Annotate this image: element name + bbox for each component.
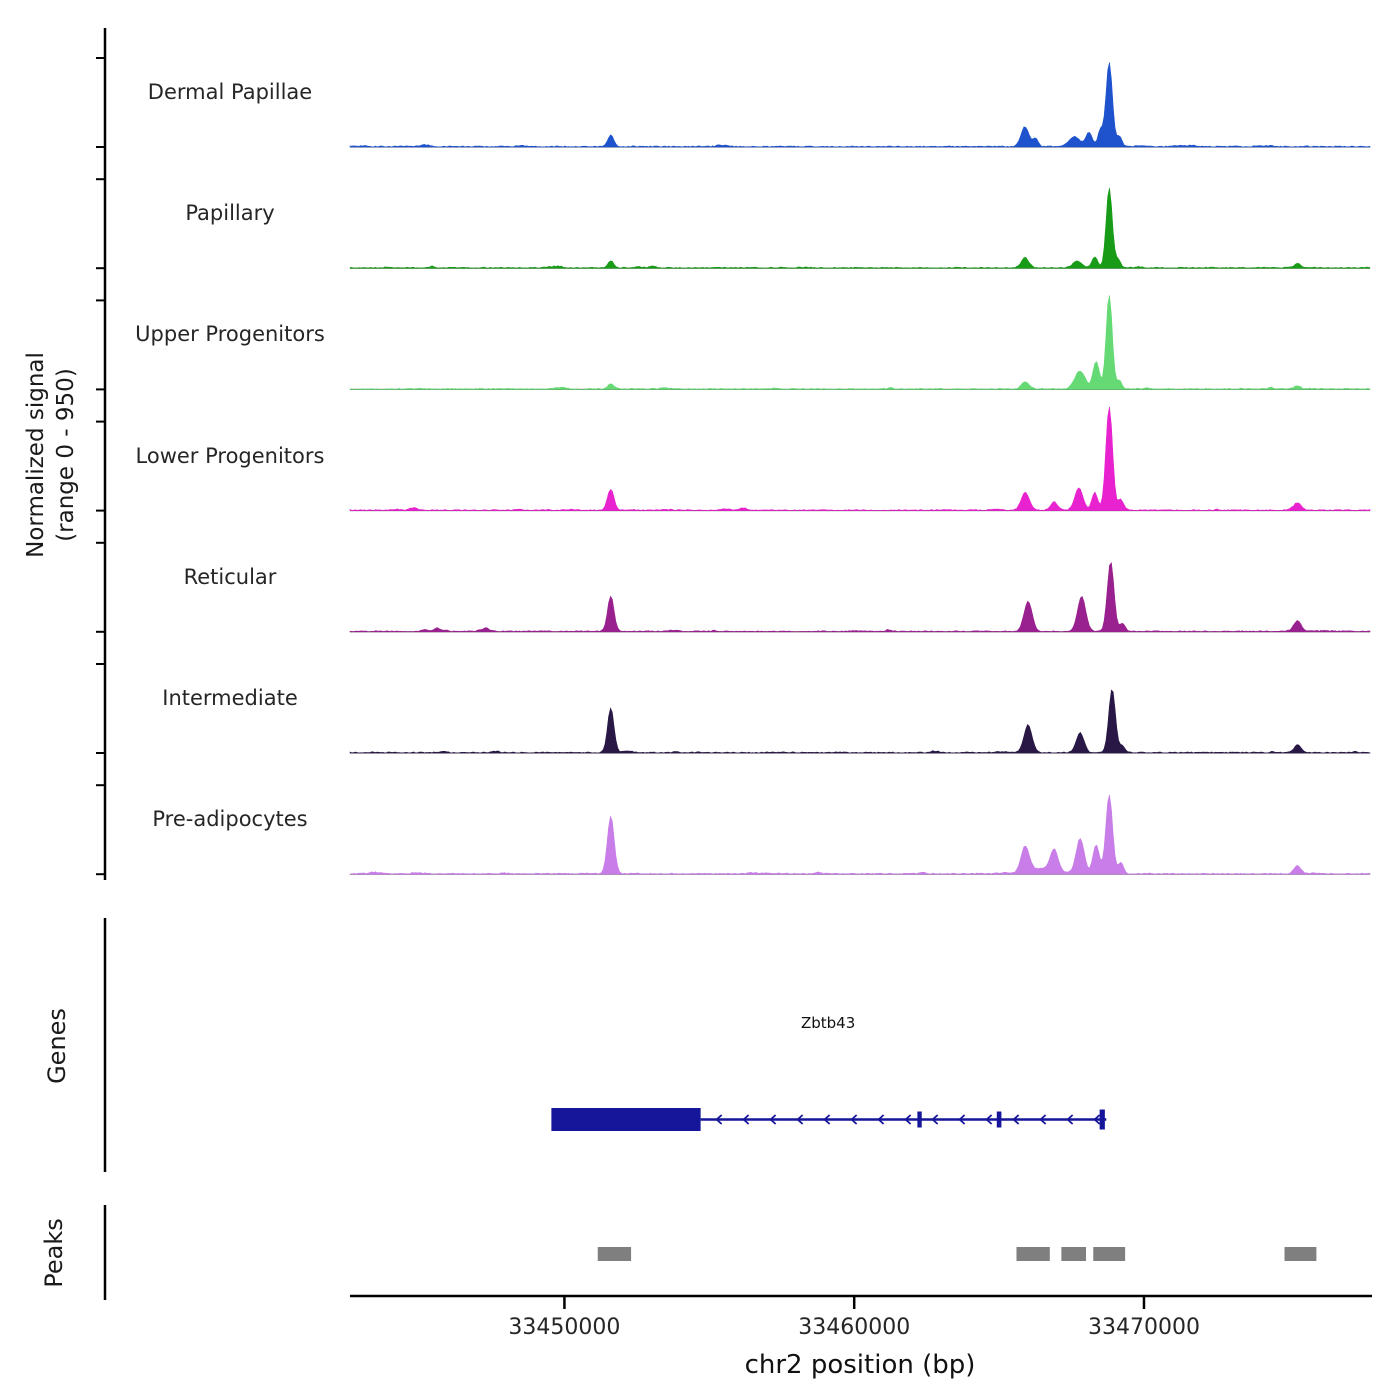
gene-thick-exon xyxy=(551,1108,701,1131)
peak-region xyxy=(1016,1247,1050,1261)
gene-strand-arrow xyxy=(769,1114,777,1125)
track-label-reticular: Reticular xyxy=(183,564,277,589)
signal-area-lower-progenitors xyxy=(349,406,1371,511)
gene-strand-arrow xyxy=(931,1114,939,1125)
track-label-papillary: Papillary xyxy=(185,201,275,226)
signal-area-dermal-papillae xyxy=(349,62,1371,148)
track-label-intermediate: Intermediate xyxy=(162,686,298,710)
gene-strand-arrow xyxy=(1012,1114,1020,1125)
gene-strand-arrow xyxy=(742,1114,750,1125)
gene-name-label: Zbtb43 xyxy=(800,1014,856,1032)
signal-area-intermediate xyxy=(349,689,1371,754)
gene-strand-arrow xyxy=(985,1114,993,1125)
track-label-upper-progenitors: Upper Progenitors xyxy=(135,322,325,347)
gene-strand-arrow xyxy=(796,1114,804,1125)
signal-area-upper-progenitors xyxy=(349,295,1371,390)
gene-strand-arrow xyxy=(850,1114,858,1125)
gene-strand-arrow xyxy=(1066,1114,1074,1125)
gene-inner-exon xyxy=(917,1111,922,1128)
track-label-dermal-papillae: Dermal Papillae xyxy=(147,80,313,104)
gene-end-exon xyxy=(1099,1109,1105,1130)
gene-strand-arrow xyxy=(904,1114,912,1125)
x-axis-title: chr2 position (bp) xyxy=(744,1350,976,1380)
peak-region xyxy=(597,1247,632,1261)
peak-region xyxy=(1284,1247,1317,1261)
gene-strand-arrow xyxy=(877,1114,885,1125)
x-tick-label-0: 33450000 xyxy=(508,1315,621,1340)
y-axis-label: Normalized signal (range 0 - 950) xyxy=(22,352,82,558)
signal-area-pre-adipocytes xyxy=(349,794,1371,875)
x-tick-label-1: 33460000 xyxy=(798,1315,911,1340)
peak-region xyxy=(1061,1247,1087,1261)
gene-strand-arrow xyxy=(715,1114,723,1125)
signal-area-reticular xyxy=(349,561,1371,633)
gene-strand-arrow xyxy=(823,1114,831,1125)
x-tick-label-2: 33470000 xyxy=(1087,1315,1200,1340)
y-axis-label-line2: (range 0 - 950) xyxy=(53,368,79,542)
genes-section-label: Genes xyxy=(43,1008,71,1084)
gene-strand-arrow xyxy=(958,1114,966,1125)
gene-strand-arrow xyxy=(1039,1114,1047,1125)
track-label-pre-adipocytes: Pre-adipocytes xyxy=(152,807,308,832)
y-axis-label-line1: Normalized signal xyxy=(23,352,50,558)
peak-region xyxy=(1093,1247,1126,1261)
track-label-lower-progenitors: Lower Progenitors xyxy=(135,443,325,468)
gene-strand-arrow xyxy=(1093,1114,1101,1125)
peaks-section-label: Peaks xyxy=(40,1218,68,1288)
signal-area-papillary xyxy=(349,187,1371,269)
gene-inner-exon xyxy=(996,1111,1002,1128)
